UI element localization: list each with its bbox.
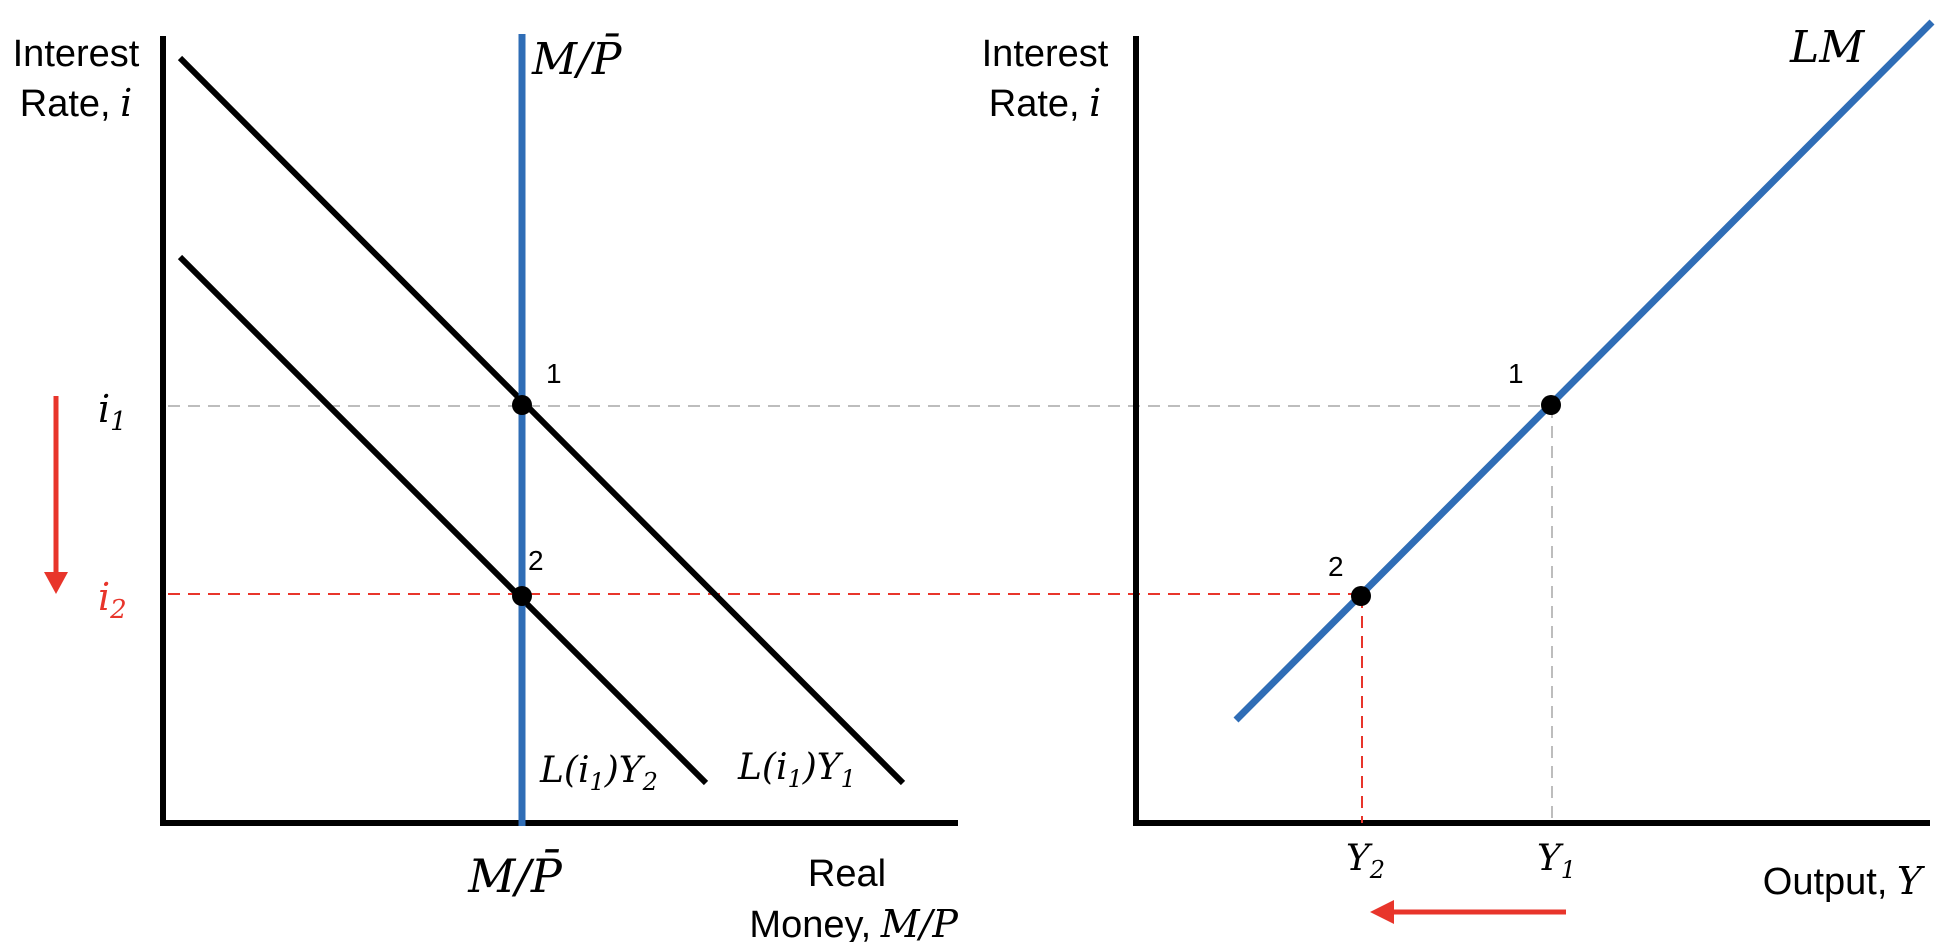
tick-label-y2: Y2 xyxy=(1346,838,1385,884)
money-supply-label-top: M/P̄ xyxy=(531,32,623,85)
left-x-axis-label-line1: Real xyxy=(808,853,886,895)
left-x-axis-label-line2: Money, M/P xyxy=(749,902,959,942)
lm-point-1-label: 1 xyxy=(1508,358,1524,389)
point-2-label: 2 xyxy=(528,545,544,576)
right-y-axis-label-line2: Rate, i xyxy=(989,81,1101,125)
equilibrium-point-2 xyxy=(512,586,532,606)
tick-label-i2: i2 xyxy=(98,575,127,625)
money-market-panel: Interest Rate, i i1 i2 M/P̄ M/P̄ 1 2 L(i… xyxy=(13,32,1545,942)
left-y-axis-rate-text: Rate, xyxy=(20,83,111,125)
tick-label-i1: i1 xyxy=(98,387,127,437)
point-1-label: 1 xyxy=(546,358,562,389)
lm-curve-panel: Interest Rate, i LM 1 2 Y2 Y1 Output, Y xyxy=(982,19,1935,924)
left-y-axis-label-line2: Rate, i xyxy=(20,81,132,125)
money-demand-curve-y2 xyxy=(177,254,709,786)
lm-point-2 xyxy=(1351,586,1371,606)
money-supply-label-bottom: M/P̄ xyxy=(467,848,563,903)
lm-curve xyxy=(1233,19,1935,723)
money-demand-curve-y1 xyxy=(177,55,906,786)
demand-curve-y2-label: L(i1)Y2 xyxy=(539,750,658,796)
right-y-axis-label-line1: Interest xyxy=(982,33,1109,75)
lm-point-1 xyxy=(1541,395,1561,415)
output-decrease-arrowhead xyxy=(1370,900,1394,924)
lm-curve-label: LM xyxy=(1789,22,1865,73)
left-y-axis-symbol: i xyxy=(120,81,132,125)
equilibrium-point-1 xyxy=(512,395,532,415)
left-y-axis-label-line1: Interest xyxy=(13,33,140,75)
demand-curve-y1-label: L(i1)Y1 xyxy=(737,747,856,793)
interest-decrease-arrowhead xyxy=(44,572,68,594)
tick-label-y1: Y1 xyxy=(1537,838,1576,884)
right-x-axis-label: Output, Y xyxy=(1763,859,1926,903)
lm-point-2-label: 2 xyxy=(1328,551,1344,582)
